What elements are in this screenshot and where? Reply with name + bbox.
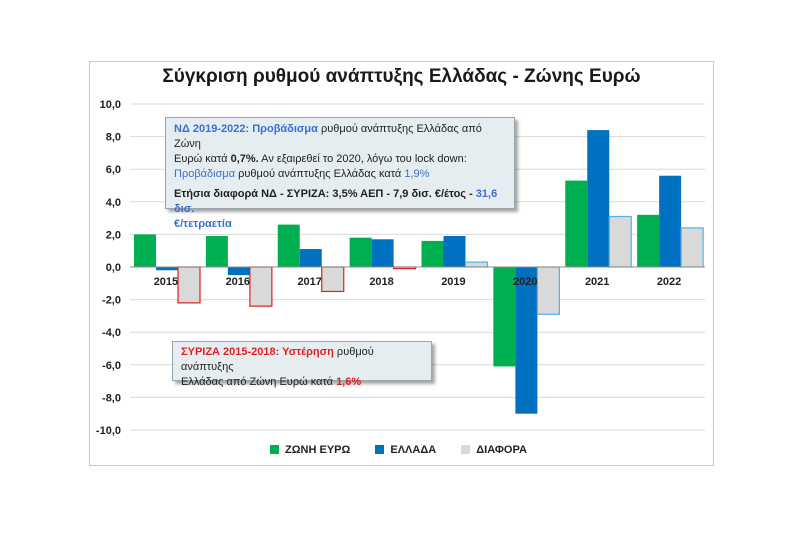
bar-difference-2017: [321, 266, 345, 293]
bar-eurozone-2016: [205, 236, 228, 267]
legend-swatch: [461, 445, 471, 454]
y-tick-label: 0,0: [106, 262, 121, 274]
legend-item: ΖΩΝΗ ΕΥΡΩ: [270, 444, 350, 456]
callout-syriza-2015-2018: ΣΥΡΙΖΑ 2015-2018: Υστέρηση ρυθμού ανάπτυ…: [172, 341, 432, 388]
y-tick-label: 8,0: [106, 132, 121, 144]
x-tick-label: 2021: [585, 276, 609, 288]
callout-text: Ευρώ κατά: [174, 153, 231, 165]
legend-swatch: [375, 445, 385, 454]
bar-eurozone-2018: [349, 237, 372, 267]
y-tick-label: -8,0: [102, 392, 121, 404]
legend-item: ΔΙΑΦΟΡΑ: [461, 444, 527, 456]
callout-text: ρυθμού ανάπτυξης: [181, 346, 374, 373]
bar-greece-2021: [587, 130, 610, 267]
x-tick-label: 2018: [369, 276, 393, 288]
callout-text: ρυθμού ανάπτυξης Ελλάδας από Ζώνη: [174, 123, 482, 150]
x-tick-label: 2020: [513, 276, 537, 288]
y-tick-label: -10,0: [96, 425, 121, 437]
bar-greece-2016: [227, 267, 250, 276]
x-tick-label: 2019: [441, 276, 465, 288]
bar-difference-2022: [680, 227, 704, 268]
bar-greece-2017: [299, 249, 322, 267]
bar-greece-2022: [659, 175, 682, 267]
legend-swatch: [270, 445, 279, 454]
bar-eurozone-2019: [421, 240, 444, 267]
bar-difference-2016: [249, 266, 273, 307]
bar-greece-2015: [156, 267, 178, 271]
legend-label: ΕΛΛΑΔΑ: [390, 444, 437, 456]
bar-difference-2021: [608, 215, 632, 268]
bar-eurozone-2021: [565, 180, 588, 267]
callout-text: Ελλάδας από Ζώνη Ευρώ κατά: [181, 376, 337, 388]
callout-text: 1,9%: [404, 168, 430, 180]
bar-eurozone-2017: [277, 224, 300, 267]
callout-text: Ετήσια διαφορά ΝΔ - ΣΥΡΙΖΑ: 3,5% ΑΕΠ - 7…: [174, 188, 476, 200]
bar-difference-2020: [536, 266, 560, 315]
legend: ΖΩΝΗ ΕΥΡΩ ΕΛΛΑΔΑ ΔΙΑΦΟΡΑ: [270, 444, 549, 456]
y-tick-label: 2,0: [106, 229, 121, 241]
callout-text: ΝΔ 2019-2022: Προβάδισμα: [174, 123, 318, 135]
callout-text: Αν εξαιρεθεί το 2020, λόγω του lock down…: [258, 153, 467, 165]
x-tick-label: 2016: [226, 276, 250, 288]
callout-text: ρυθμού ανάπτυξης Ελλάδας κατά: [235, 168, 405, 180]
x-tick-label: 2017: [297, 276, 321, 288]
bar-greece-2018: [371, 239, 394, 267]
callout-text: 1,6%: [336, 376, 362, 388]
y-tick-label: -6,0: [102, 360, 121, 372]
callout-text: €/τετραετία: [174, 218, 232, 230]
bar-eurozone-2022: [637, 214, 660, 267]
legend-item: ΕΛΛΑΔΑ: [375, 444, 436, 456]
callout-nd-2019-2022: ΝΔ 2019-2022: Προβάδισμα ρυθμού ανάπτυξη…: [165, 117, 515, 230]
y-tick-label: 4,0: [106, 197, 121, 209]
legend-label: ΖΩΝΗ ΕΥΡΩ: [285, 444, 351, 456]
bar-difference-2015: [177, 266, 201, 304]
callout-text: 0,7%.: [230, 153, 259, 165]
y-tick-label: -4,0: [102, 327, 121, 339]
y-tick-label: -2,0: [102, 295, 121, 307]
callout-text: Προβάδισμα: [174, 168, 236, 180]
y-tick-label: 10,0: [100, 99, 121, 111]
callout-text: 31,6 δισ.: [174, 188, 498, 215]
chart-title: Σύγκριση ρυθμού ανάπτυξης Ελλάδας - Ζώνη…: [162, 66, 641, 87]
bar-eurozone-2020: [493, 267, 516, 367]
x-tick-label: 2022: [657, 276, 681, 288]
bar-greece-2020: [515, 267, 538, 414]
legend-label: ΔΙΑΦΟΡΑ: [476, 444, 527, 456]
callout-text: ΣΥΡΙΖΑ 2015-2018: Υστέρηση: [181, 346, 334, 358]
bar-eurozone-2015: [134, 234, 156, 267]
bar-greece-2019: [443, 236, 466, 267]
bar-difference-2019: [464, 261, 489, 268]
x-tick-label: 2015: [154, 276, 178, 288]
y-tick-label: 6,0: [106, 164, 121, 176]
